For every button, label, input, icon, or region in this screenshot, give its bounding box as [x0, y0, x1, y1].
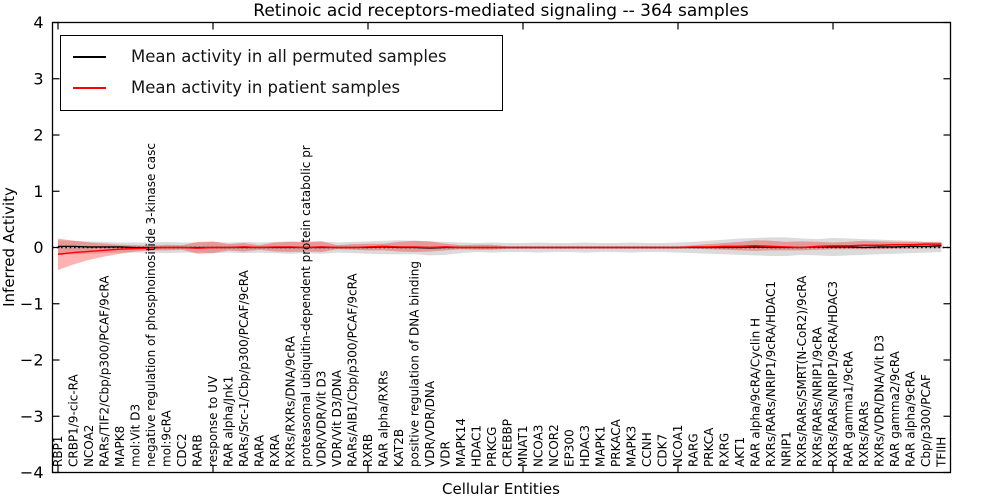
x-category-label: RARG: [687, 433, 701, 467]
x-category-label: VDR/Vit D3/DNA: [330, 369, 344, 467]
axis-ticks: [52, 21, 951, 474]
x-category-label: RARs/TIF2/Cbp/p300/PCAF/9cRA: [98, 275, 112, 467]
patient-mean-line: [57, 243, 942, 255]
x-category-label: VDR: [439, 441, 453, 467]
x-category-label: RXRB: [361, 434, 375, 467]
x-category-label: RARB: [191, 434, 205, 467]
x-category-label: CRBP1/9-cic-RA: [67, 373, 81, 467]
x-category-label: NCOA3: [532, 425, 546, 467]
x-category-label: response to UV: [206, 375, 220, 467]
x-category-label: NCOA2: [82, 425, 96, 467]
x-category-label: KAT2B: [392, 429, 406, 467]
x-category-label: RXRs/RARs/NRIP1/9cRA/HDAC1: [764, 281, 778, 467]
x-category-label: RXRs/RARs: [857, 401, 871, 467]
x-category-labels: RBP1 CRBP1/9-cic-RA NCOA2 RARs/TIF2/Cbp/p30…: [51, 143, 949, 468]
x-category-label: RBP1: [51, 436, 65, 467]
x-category-label: RXRG: [718, 433, 732, 467]
x-category-label: MAPK8: [113, 426, 127, 467]
x-category-label: VDR/VDR/DNA: [423, 380, 437, 467]
y-tick-label: 3: [33, 69, 43, 88]
x-category-label: RXRA: [268, 434, 282, 467]
x-category-label: VDR/VDR/Vit D3: [315, 371, 329, 467]
y-tick-label: −4: [20, 463, 44, 482]
x-category-label: PRKCA: [702, 427, 716, 467]
x-category-label: MAPK3: [625, 426, 639, 467]
x-category-label: HDAC1: [470, 425, 484, 467]
x-category-label: RAR alpha/9cRA: [904, 370, 918, 467]
x-category-label: RAR gamma2/9cRA: [888, 350, 902, 467]
x-category-label: mol:9cRA: [160, 410, 174, 467]
x-category-label: MAPK1: [594, 426, 608, 467]
y-tick-label: −2: [20, 351, 44, 370]
x-category-label: EP300: [563, 429, 577, 467]
y-tick-label: −1: [20, 294, 44, 313]
y-tick-label: −3: [20, 407, 44, 426]
legend-entry-permuted: Mean activity in all permuted samples: [73, 41, 492, 72]
x-category-label: TFIIH: [935, 437, 949, 468]
x-category-label: CREBBP: [501, 419, 515, 467]
y-tick-label: 1: [33, 182, 43, 201]
x-category-label: RAR gamma1/9cRA: [842, 350, 856, 467]
legend-label-patient: Mean activity in patient samples: [131, 78, 401, 97]
x-category-label: positive regulation of DNA binding: [408, 261, 422, 467]
x-category-label: RARs/AIB1/Cbp/p300/PCAF/9cRA: [346, 273, 360, 467]
x-category-label: NCOR2: [547, 424, 561, 467]
red-line-icon: [73, 86, 106, 89]
x-category-label: RAR alpha/9cRA/Cyclin H: [749, 318, 763, 467]
x-category-label: CDC2: [175, 433, 189, 467]
x-category-label: RAR alpha/Jnk1: [222, 376, 236, 467]
confidence-bands: [58, 237, 942, 270]
x-category-label: RXRs/RXRs/DNA/9cRA: [284, 335, 298, 467]
x-category-label: NCOA1: [671, 425, 685, 467]
x-category-label: RXRs/RARs/NRIP1/9cRA/HDAC3: [826, 281, 840, 467]
legend-label-permuted: Mean activity in all permuted samples: [131, 47, 447, 66]
x-category-label: Cbp/p300/PCAF: [919, 374, 933, 467]
y-tick-label: 0: [33, 238, 43, 257]
x-axis-label: Cellular Entities: [442, 480, 560, 498]
black-line-icon: [73, 55, 106, 58]
x-category-label: CDK7: [656, 434, 670, 467]
x-category-label: AKT1: [733, 437, 747, 467]
x-category-label: PRKCG: [485, 427, 499, 467]
y-axis-label: Inferred Activity: [0, 187, 18, 307]
chart-title: Retinoic acid receptors-mediated signali…: [253, 1, 749, 21]
x-category-label: NRIP1: [780, 431, 794, 467]
x-category-label: MNAT1: [516, 425, 530, 467]
x-category-label: RXRs/RARs/SMRT(N-CoR2)/9cRA: [795, 275, 809, 467]
y-tick-labels: 4 3 2 1 0 −1 −2 −3 −4: [20, 13, 44, 482]
x-category-label: MAPK14: [454, 418, 468, 467]
x-category-label: RXRs/RARs/NRIP1/9cRA: [811, 326, 825, 467]
y-tick-label: 2: [33, 126, 43, 145]
x-category-label: negative regulation of phosphoinositide …: [144, 143, 158, 467]
x-category-label: RARs/Src-1/Cbp/p300/PCAF/9cRA: [237, 269, 251, 467]
x-category-label: HDAC3: [578, 425, 592, 467]
x-category-label: RXRs/VDR/DNA/Vit D3: [873, 335, 887, 467]
x-category-label: RARA: [253, 434, 267, 467]
x-category-label: proteasomal ubiquitin-dependent protein …: [299, 145, 313, 467]
x-category-label: PRKACA: [609, 418, 623, 467]
legend: Mean activity in all permuted samples Me…: [60, 35, 503, 111]
permuted-samples-range-band: [58, 237, 942, 256]
x-category-label: RAR alpha/RXRs: [377, 370, 391, 467]
legend-entry-patient: Mean activity in patient samples: [73, 72, 492, 103]
x-category-label: CCNH: [640, 432, 654, 467]
x-category-label: mol:Vit D3: [129, 404, 143, 467]
y-tick-label: 4: [33, 13, 43, 32]
mean-activity-lines: [57, 243, 942, 255]
